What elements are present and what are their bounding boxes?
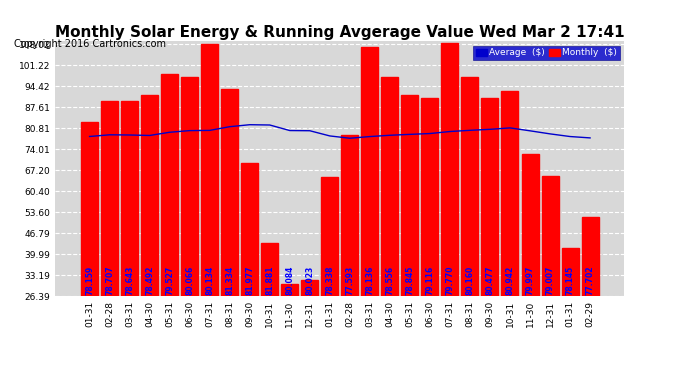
Text: 80.066: 80.066: [185, 266, 194, 296]
Bar: [522, 154, 538, 296]
Bar: [402, 95, 418, 296]
Bar: [542, 176, 558, 296]
Bar: [161, 74, 178, 296]
Text: 79.770: 79.770: [446, 266, 455, 296]
Bar: [562, 248, 578, 296]
Text: 80.134: 80.134: [205, 266, 214, 296]
Text: 78.556: 78.556: [386, 266, 395, 296]
Text: 79.997: 79.997: [526, 266, 535, 296]
Text: 81.334: 81.334: [225, 266, 234, 296]
Bar: [262, 243, 278, 296]
Bar: [322, 177, 338, 296]
Text: 80.023: 80.023: [305, 266, 315, 296]
Bar: [422, 98, 438, 296]
Bar: [442, 43, 458, 296]
Bar: [282, 284, 298, 296]
Text: 80.477: 80.477: [486, 266, 495, 296]
Text: 78.643: 78.643: [125, 266, 134, 296]
Bar: [482, 98, 498, 296]
Bar: [342, 135, 358, 296]
Text: 78.845: 78.845: [406, 266, 415, 296]
Bar: [382, 77, 398, 296]
Bar: [502, 91, 518, 296]
Text: 77.593: 77.593: [345, 266, 355, 296]
Bar: [241, 163, 258, 296]
Bar: [302, 280, 318, 296]
Text: 79.116: 79.116: [426, 266, 435, 296]
Title: Monthly Solar Energy & Running Avgerage Value Wed Mar 2 17:41: Monthly Solar Energy & Running Avgerage …: [55, 25, 624, 40]
Text: Copyright 2016 Cartronics.com: Copyright 2016 Cartronics.com: [14, 39, 166, 50]
Text: 77.702: 77.702: [586, 266, 595, 296]
Text: 78.159: 78.159: [85, 266, 94, 296]
Text: 80.942: 80.942: [506, 266, 515, 296]
Bar: [462, 77, 478, 296]
Bar: [221, 89, 238, 296]
Text: 80.160: 80.160: [466, 266, 475, 296]
Text: 79.007: 79.007: [546, 266, 555, 296]
Legend: Average  ($), Monthly  ($): Average ($), Monthly ($): [473, 46, 620, 60]
Bar: [121, 102, 138, 296]
Text: 78.338: 78.338: [325, 266, 335, 296]
Text: 78.492: 78.492: [145, 266, 154, 296]
Bar: [582, 217, 599, 296]
Bar: [362, 48, 378, 296]
Text: 78.145: 78.145: [566, 266, 575, 296]
Bar: [101, 102, 118, 296]
Bar: [81, 122, 98, 296]
Bar: [181, 77, 198, 296]
Text: 81.881: 81.881: [265, 266, 274, 296]
Text: 79.527: 79.527: [165, 266, 174, 296]
Text: 78.136: 78.136: [365, 266, 375, 296]
Text: 80.084: 80.084: [285, 266, 294, 296]
Text: 81.977: 81.977: [245, 266, 254, 296]
Bar: [201, 44, 218, 296]
Bar: [141, 95, 158, 296]
Text: 78.707: 78.707: [105, 266, 114, 296]
